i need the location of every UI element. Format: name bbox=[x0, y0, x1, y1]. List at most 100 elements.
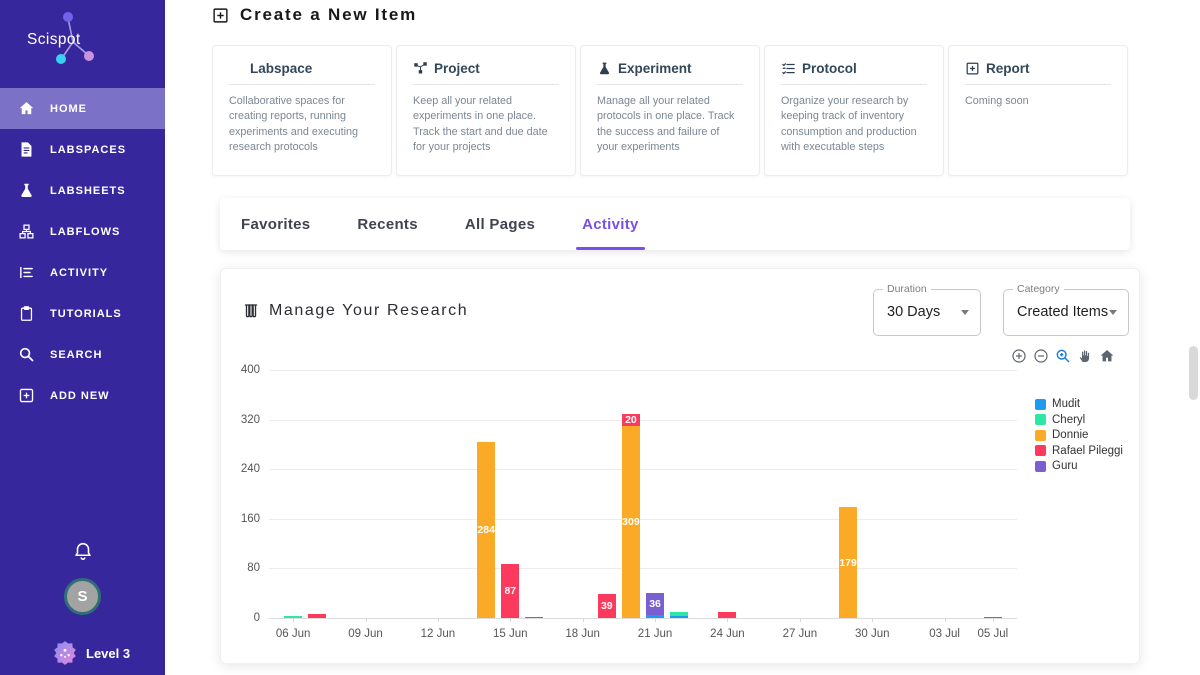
bar-06-jun-cheryl bbox=[284, 616, 303, 618]
bar-24-jun-rafael-pileggi bbox=[718, 611, 737, 618]
create-card-report[interactable]: Report Coming soon bbox=[948, 45, 1128, 176]
x-tick-mark bbox=[872, 618, 874, 622]
sidebar-item-activity[interactable]: ACTIVITY bbox=[0, 252, 165, 293]
y-tick-label: 400 bbox=[240, 364, 260, 376]
bar-21-jun-guru bbox=[646, 592, 665, 615]
duration-select-value: 30 Days bbox=[887, 304, 941, 320]
category-select-value: Created Items bbox=[1017, 304, 1109, 320]
bar-20-jun-donnie bbox=[621, 426, 640, 618]
tab-activity[interactable]: Activity bbox=[576, 198, 645, 250]
legend-item-donnie[interactable]: Donnie bbox=[1035, 429, 1123, 441]
zoom-out-icon[interactable] bbox=[1033, 348, 1049, 364]
chevron-down-icon bbox=[1109, 310, 1117, 315]
card-divider bbox=[413, 84, 559, 85]
x-tick-mark bbox=[293, 618, 295, 622]
flask-icon bbox=[18, 182, 35, 199]
legend-swatch bbox=[1035, 398, 1046, 410]
chevron-down-icon bbox=[961, 310, 969, 315]
sidebar-item-labflows[interactable]: LABFLOWS bbox=[0, 211, 165, 252]
scrollbar-thumb[interactable] bbox=[1189, 346, 1198, 400]
gridline-y-160 bbox=[269, 518, 1017, 520]
x-tick-label: 24 Jun bbox=[710, 628, 745, 640]
gridline-y-240 bbox=[269, 469, 1017, 471]
sidebar-item-label: TUTORIALS bbox=[50, 307, 122, 320]
legend-swatch bbox=[1035, 414, 1046, 425]
sidebar-item-tutorials[interactable]: TUTORIALS bbox=[0, 293, 165, 334]
chart-legend: Mudit Cheryl Donnie Rafael Pileggi Guru bbox=[1035, 398, 1123, 472]
create-new-item-header: Create a New Item bbox=[212, 5, 417, 25]
labspace-doc-icon bbox=[229, 61, 244, 76]
bar-21-jun-mudit bbox=[646, 614, 665, 618]
add-new-icon bbox=[18, 387, 35, 404]
card-title-row: Experiment bbox=[597, 61, 743, 76]
legend-item-mudit[interactable]: Mudit bbox=[1035, 398, 1123, 410]
y-tick-label: 80 bbox=[247, 562, 260, 575]
x-tick-label: 27 Jun bbox=[782, 628, 818, 640]
sidebar-nav: HOME LABSPACES LABSHEETS LABFLOWS ACTIVITY TU… bbox=[0, 88, 165, 416]
zoom-in-icon[interactable] bbox=[1011, 348, 1027, 364]
card-title-row: Labspace bbox=[229, 61, 375, 76]
bar-16-jun-rafael-pileggi bbox=[525, 616, 544, 618]
y-tick-label: 0 bbox=[253, 612, 260, 624]
sidebar-item-label: SEARCH bbox=[50, 348, 103, 361]
brand-logo[interactable]: Scispot bbox=[0, 0, 165, 90]
sidebar-item-labsheets[interactable]: LABSHEETS bbox=[0, 170, 165, 211]
tab-all-pages[interactable]: All Pages bbox=[464, 215, 536, 233]
card-divider bbox=[965, 84, 1111, 85]
x-tick-label: 05 Jul bbox=[977, 628, 1009, 640]
category-select[interactable]: Category Created Items bbox=[1003, 283, 1129, 336]
bar-22-jun-mudit bbox=[670, 616, 689, 618]
card-description: Collaborative spaces for creating report… bbox=[229, 95, 359, 153]
create-card-labspace[interactable]: Labspace Collaborative spaces for creatin… bbox=[212, 45, 392, 176]
sidebar-item-add-new[interactable]: ADD NEW bbox=[0, 375, 165, 416]
duration-select[interactable]: Duration 30 Days bbox=[873, 283, 981, 336]
bar-value-label: 39 bbox=[600, 599, 613, 612]
bar-05-jul-rafael-pileggi bbox=[983, 616, 1002, 618]
legend-item-cheryl[interactable]: Cheryl bbox=[1035, 414, 1123, 426]
reset-home-icon[interactable] bbox=[1099, 348, 1115, 364]
box-zoom-icon[interactable] bbox=[1055, 348, 1071, 364]
avatar[interactable]: S bbox=[64, 578, 101, 615]
pan-hand-icon[interactable] bbox=[1077, 348, 1093, 364]
avatar-letter: S bbox=[77, 588, 88, 605]
chart-toolbar bbox=[1011, 348, 1115, 364]
card-title: Protocol bbox=[802, 61, 857, 76]
x-tick-mark bbox=[799, 618, 801, 622]
sidebar-item-search[interactable]: SEARCH bbox=[0, 334, 165, 375]
create-card-protocol[interactable]: Protocol Organize your research by keepin… bbox=[764, 45, 944, 176]
card-divider bbox=[229, 84, 375, 85]
card-description: Coming soon bbox=[965, 95, 1029, 107]
sidebar-item-label: LABSHEETS bbox=[50, 184, 126, 197]
category-select-label: Category bbox=[1013, 283, 1064, 295]
bar-22-jun-cheryl bbox=[670, 612, 689, 617]
create-card-project[interactable]: Project Keep all your related experiments… bbox=[396, 45, 576, 176]
gridline-y-80 bbox=[269, 568, 1017, 570]
card-title: Experiment bbox=[618, 61, 692, 76]
card-title-row: Protocol bbox=[781, 61, 927, 76]
tab-favorites[interactable]: Favorites bbox=[241, 215, 311, 233]
x-tick-mark bbox=[510, 618, 512, 622]
sidebar-item-label: ADD NEW bbox=[50, 389, 110, 402]
level-label: Level 3 bbox=[86, 645, 131, 661]
card-description: Organize your research by keeping track … bbox=[781, 95, 917, 153]
sidebar-item-home[interactable]: HOME bbox=[0, 88, 165, 129]
tutorials-icon bbox=[18, 305, 35, 322]
bar-value-label: 36 bbox=[649, 597, 661, 610]
create-card-experiment[interactable]: Experiment Manage all your related protoc… bbox=[580, 45, 760, 176]
x-tick-label: 30 Jun bbox=[854, 628, 890, 640]
legend-label: Guru bbox=[1052, 460, 1078, 472]
tab-recents[interactable]: Recents bbox=[357, 215, 418, 233]
sidebar-item-labspaces[interactable]: LABSPACES bbox=[0, 129, 165, 170]
x-tick-label: 12 Jun bbox=[420, 628, 456, 640]
legend-label: Cheryl bbox=[1052, 413, 1086, 426]
x-tick-label: 06 Jun bbox=[275, 628, 311, 640]
card-title-row: Project bbox=[413, 61, 559, 76]
x-tick-label: 15 Jun bbox=[493, 628, 528, 640]
legend-item-guru[interactable]: Guru bbox=[1035, 460, 1123, 472]
card-title: Labspace bbox=[250, 61, 313, 76]
bell-icon[interactable] bbox=[72, 540, 94, 562]
bar-value-label: 284 bbox=[477, 523, 495, 536]
x-tick-mark bbox=[365, 618, 367, 622]
legend-item-rafael-pileggi[interactable]: Rafael Pileggi bbox=[1035, 445, 1123, 457]
